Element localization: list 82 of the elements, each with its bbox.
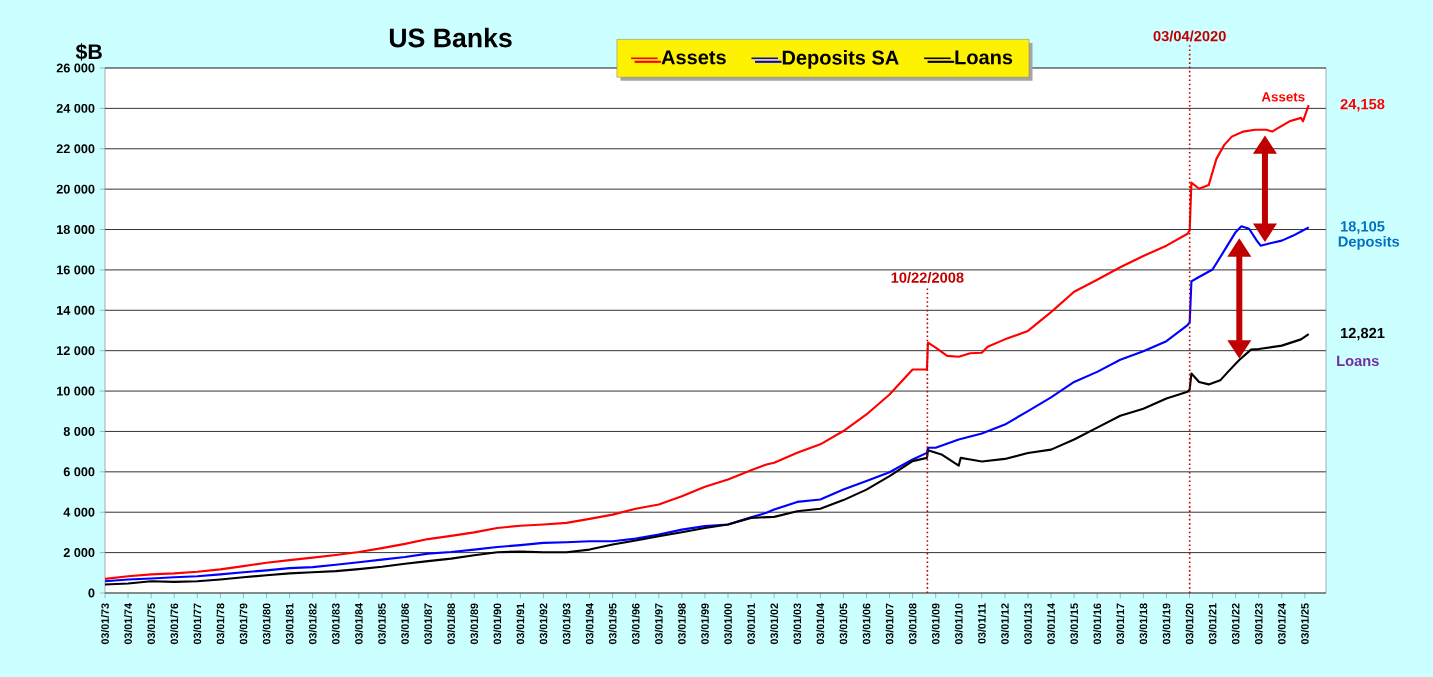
legend-label: Deposits SA [782,50,899,69]
x-tick-label: 03/01/96 [631,603,640,645]
y-tick-label: 0 [88,588,95,598]
x-tick-label: 03/01/16 [1093,603,1102,645]
x-tick-label: 03/01/25 [1300,603,1309,645]
x-tick-label: 03/01/02 [770,603,779,645]
x-tick-label: 03/01/03 [793,603,802,645]
x-tick-label: 03/01/80 [262,603,271,645]
x-tick-label: 03/01/88 [447,603,456,645]
x-tick-label: 03/01/97 [654,603,663,645]
x-tick-label: 03/01/07 [885,603,894,645]
x-tick-label: 03/01/74 [124,603,133,645]
x-tick-label: 03/01/94 [585,603,594,645]
x-tick-label: 03/01/75 [147,603,156,645]
x-tick-label: 03/01/98 [677,603,686,645]
x-tick-label: 03/01/82 [308,603,317,645]
x-tick-label: 03/01/01 [747,603,756,645]
y-tick-label: 14 000 [57,305,95,315]
y-tick-label: 6 000 [63,467,95,477]
x-tick-label: 03/01/15 [1070,603,1079,645]
y-tick-label: 20 000 [56,184,95,194]
y-axis-title: $B [75,43,102,61]
x-tick-label: 03/01/77 [193,603,202,645]
legend-label: Loans [955,50,1013,65]
x-tick-label: 03/01/22 [1231,603,1240,645]
line-series [103,225,1310,583]
x-tick-label: 03/01/79 [239,603,248,645]
x-tick-label: 03/01/84 [354,603,363,645]
x-tick-label: 03/01/10 [954,603,963,645]
y-tick-label: 16 000 [57,265,95,275]
x-tick-label: 03/01/86 [401,603,409,645]
ref-line-label: 03/04/2020 [1153,30,1226,42]
text: Deposits [1338,235,1400,250]
x-tick-label: 03/01/81 [285,603,294,645]
x-tick-label: 03/01/90 [493,603,502,645]
y-tick-label: 22 000 [56,144,95,154]
x-tick-label: 03/01/93 [562,603,571,645]
legend-label: Assets [661,50,726,65]
x-tick-label: 03/01/20 [1185,603,1194,645]
chart-title: US Banks [389,27,512,48]
x-tick-label: 03/01/89 [470,603,479,645]
y-tick-label: 24 000 [56,103,95,113]
line-series [103,104,1310,580]
y-tick-label: 26 000 [56,63,95,73]
y-tick-label: 18 000 [57,225,95,235]
y-tick-label: 10 000 [57,386,95,396]
x-tick-label: 03/01/13 [1023,603,1032,645]
x-tick-label: 03/01/23 [1254,603,1263,645]
x-tick-label: 03/01/78 [216,603,225,645]
x-tick-label: 03/01/21 [1208,603,1217,645]
annotation: 18,105 [1341,221,1385,234]
annotation: Assets [1261,92,1305,102]
y-tick-label: 12 000 [57,346,95,356]
text: Loans [1337,355,1379,367]
x-tick-label: 03/01/83 [331,603,340,645]
x-tick-label: 03/01/73 [101,603,109,645]
y-tick-label: 2 000 [63,548,95,558]
x-tick-label: 03/01/19 [1162,603,1171,645]
x-tick-label: 03/01/92 [539,603,548,645]
x-tick-label: 03/01/05 [839,603,848,645]
x-tick-label: 03/01/91 [516,603,525,645]
y-tick-label: 4 000 [63,507,95,517]
x-tick-label: 03/01/17 [1116,603,1125,645]
y-tick-label: 8 000 [63,426,95,436]
x-tick-label: 03/01/12 [1000,603,1009,645]
x-tick-label: 03/01/04 [816,603,825,645]
annotation: 24,158 [1340,98,1385,112]
x-tick-label: 03/01/08 [908,603,917,645]
x-tick-label: 03/01/11 [977,603,986,644]
x-tick-label: 03/01/76 [170,603,179,645]
x-tick-label: 03/01/00 [724,603,732,645]
x-tick-label: 03/01/99 [700,603,709,645]
annotation: 12,821 [1341,327,1385,341]
x-tick-label: 03/01/95 [608,603,617,645]
x-tick-label: 03/01/06 [862,603,871,645]
x-tick-label: 03/01/14 [1047,603,1056,645]
x-tick-label: 03/01/87 [424,603,433,645]
x-tick-label: 03/01/24 [1277,603,1286,645]
x-tick-label: 03/01/09 [931,603,940,645]
x-tick-label: 03/01/18 [1139,603,1148,645]
ref-line-label: 10/22/2008 [891,272,964,283]
x-tick-label: 03/01/85 [377,603,386,645]
